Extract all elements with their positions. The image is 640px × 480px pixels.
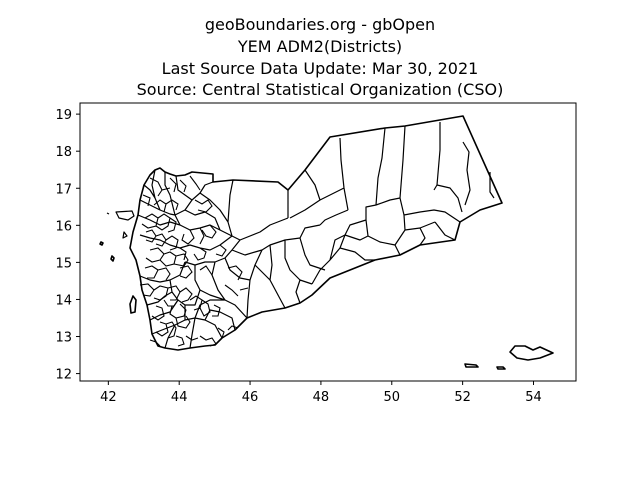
socotra-island xyxy=(509,345,554,361)
x-tick-label: 46 xyxy=(242,390,259,405)
abd-al-kuri-island xyxy=(464,363,479,368)
x-tick-label: 50 xyxy=(383,390,400,405)
x-tick-label: 54 xyxy=(525,390,542,405)
y-tick-label: 13 xyxy=(55,331,72,346)
x-tick-label: 42 xyxy=(100,390,117,405)
country-outline xyxy=(129,115,503,351)
district-lines-dense-west xyxy=(139,175,249,347)
title-line-1: geoBoundaries.org - gbOpen xyxy=(204,15,436,34)
farasan-islets xyxy=(106,210,135,239)
y-tick-label: 12 xyxy=(55,368,72,383)
samhah-island xyxy=(496,366,506,370)
plot-frame xyxy=(79,102,577,382)
y-tick-label: 14 xyxy=(55,293,72,308)
district-lines-northwest xyxy=(137,169,234,237)
y-tick-label: 19 xyxy=(55,108,72,123)
x-tick-label: 52 xyxy=(454,390,471,405)
hanish-islands xyxy=(110,255,115,262)
y-tick-label: 18 xyxy=(55,145,72,160)
y-tick-label: 16 xyxy=(55,219,72,234)
title-line-2: YEM ADM2(Districts) xyxy=(237,37,403,56)
district-lines-east xyxy=(231,122,495,319)
title-line-3: Last Source Data Update: Mar 30, 2021 xyxy=(161,59,479,78)
y-tick-label: 15 xyxy=(55,256,72,271)
y-tick-label: 17 xyxy=(55,182,72,197)
x-axis: 42 44 46 48 50 52 54 xyxy=(100,381,542,405)
district-lines-southwest xyxy=(139,234,263,349)
title-line-4: Source: Central Statistical Organization… xyxy=(136,80,504,99)
zuqar-island xyxy=(99,241,104,246)
y-axis: 12 13 14 15 16 17 18 19 xyxy=(55,108,80,383)
kamaran-island xyxy=(129,295,137,314)
x-tick-label: 44 xyxy=(171,390,188,405)
x-tick-label: 48 xyxy=(313,390,330,405)
yemen-districts xyxy=(99,115,554,370)
